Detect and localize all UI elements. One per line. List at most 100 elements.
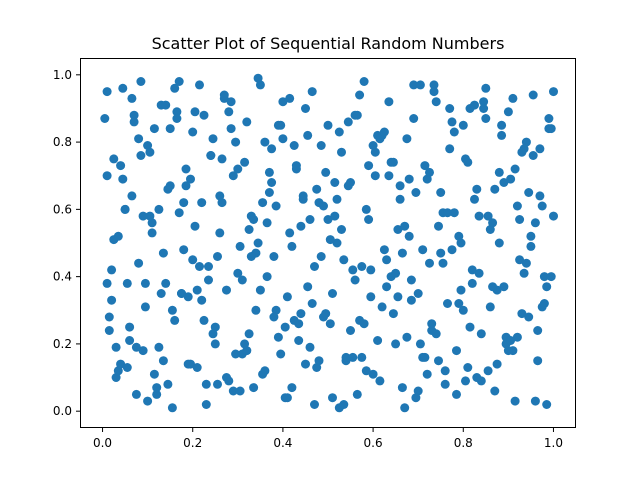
data-point <box>506 336 516 345</box>
data-point <box>379 245 389 255</box>
data-point <box>373 336 383 345</box>
data-point <box>231 349 241 359</box>
data-point <box>499 282 509 292</box>
data-point <box>181 164 191 174</box>
data-point <box>183 292 193 302</box>
data-point <box>512 201 522 211</box>
data-point <box>481 114 491 123</box>
data-point <box>312 363 322 372</box>
data-point <box>510 164 520 174</box>
data-point <box>445 104 455 113</box>
data-point <box>235 241 245 251</box>
data-point <box>454 231 464 241</box>
data-point <box>521 258 531 268</box>
data-point <box>503 107 513 117</box>
data-point <box>251 305 261 315</box>
data-point <box>267 144 277 154</box>
data-point <box>319 201 328 211</box>
data-point <box>264 188 274 197</box>
data-point <box>400 403 410 413</box>
data-point <box>161 278 171 288</box>
data-point <box>528 151 538 160</box>
data-point <box>337 147 346 157</box>
data-point <box>461 376 470 386</box>
data-point <box>321 167 331 177</box>
axes-frame <box>80 58 576 428</box>
data-point <box>452 389 461 399</box>
data-point <box>147 228 157 238</box>
data-point <box>323 215 333 224</box>
data-point <box>463 363 473 372</box>
data-point <box>361 366 371 376</box>
data-point <box>483 366 493 376</box>
data-point <box>152 383 162 393</box>
data-point <box>201 379 211 389</box>
data-point <box>120 204 130 214</box>
data-point <box>226 124 236 134</box>
data-point <box>188 255 198 265</box>
data-point <box>149 124 159 134</box>
data-point <box>199 315 209 325</box>
data-point <box>438 258 448 268</box>
data-point <box>269 312 279 322</box>
data-point <box>512 332 522 342</box>
data-point <box>199 110 209 120</box>
data-point <box>177 289 186 298</box>
data-point <box>163 379 173 389</box>
data-point <box>330 211 340 221</box>
data-point <box>154 342 164 352</box>
data-point <box>213 252 222 261</box>
data-point <box>233 164 243 174</box>
data-point <box>305 215 315 224</box>
data-point <box>208 134 218 144</box>
data-point <box>542 400 552 409</box>
data-point <box>474 211 484 221</box>
data-point <box>181 181 191 191</box>
data-point <box>278 97 288 107</box>
data-point <box>452 346 461 356</box>
data-point <box>465 322 475 332</box>
data-point <box>240 339 250 349</box>
data-point <box>348 265 358 275</box>
data-point <box>400 221 410 231</box>
y-tick-label: 0.0 <box>53 404 72 418</box>
data-point <box>375 134 385 144</box>
data-point <box>533 356 543 366</box>
data-point <box>456 285 466 295</box>
y-tick-label: 0.4 <box>53 270 72 284</box>
data-point <box>526 231 536 241</box>
data-point <box>102 278 112 288</box>
data-point <box>409 80 419 90</box>
data-point <box>136 77 146 86</box>
data-point <box>116 359 126 369</box>
data-point <box>134 134 144 144</box>
data-point <box>271 201 281 211</box>
data-point <box>413 289 423 298</box>
data-point <box>127 93 137 103</box>
data-point <box>458 305 468 315</box>
data-point <box>235 386 245 396</box>
data-point <box>131 342 141 352</box>
data-point <box>485 302 495 312</box>
data-point <box>406 295 416 305</box>
data-point <box>470 100 479 110</box>
data-point <box>458 120 468 130</box>
data-point <box>447 117 457 127</box>
data-point <box>172 114 182 123</box>
data-point <box>382 282 392 292</box>
data-point <box>436 188 446 197</box>
data-point <box>219 90 229 100</box>
data-point <box>262 218 272 228</box>
data-point <box>258 198 268 208</box>
data-point <box>102 87 112 97</box>
data-point <box>472 184 482 194</box>
data-point <box>122 278 132 288</box>
data-point <box>228 171 238 181</box>
data-point <box>388 157 398 167</box>
data-point <box>328 289 337 298</box>
data-point <box>402 134 412 144</box>
data-point <box>443 299 452 308</box>
data-point <box>384 97 394 107</box>
data-point <box>291 161 301 171</box>
data-point <box>364 215 374 224</box>
